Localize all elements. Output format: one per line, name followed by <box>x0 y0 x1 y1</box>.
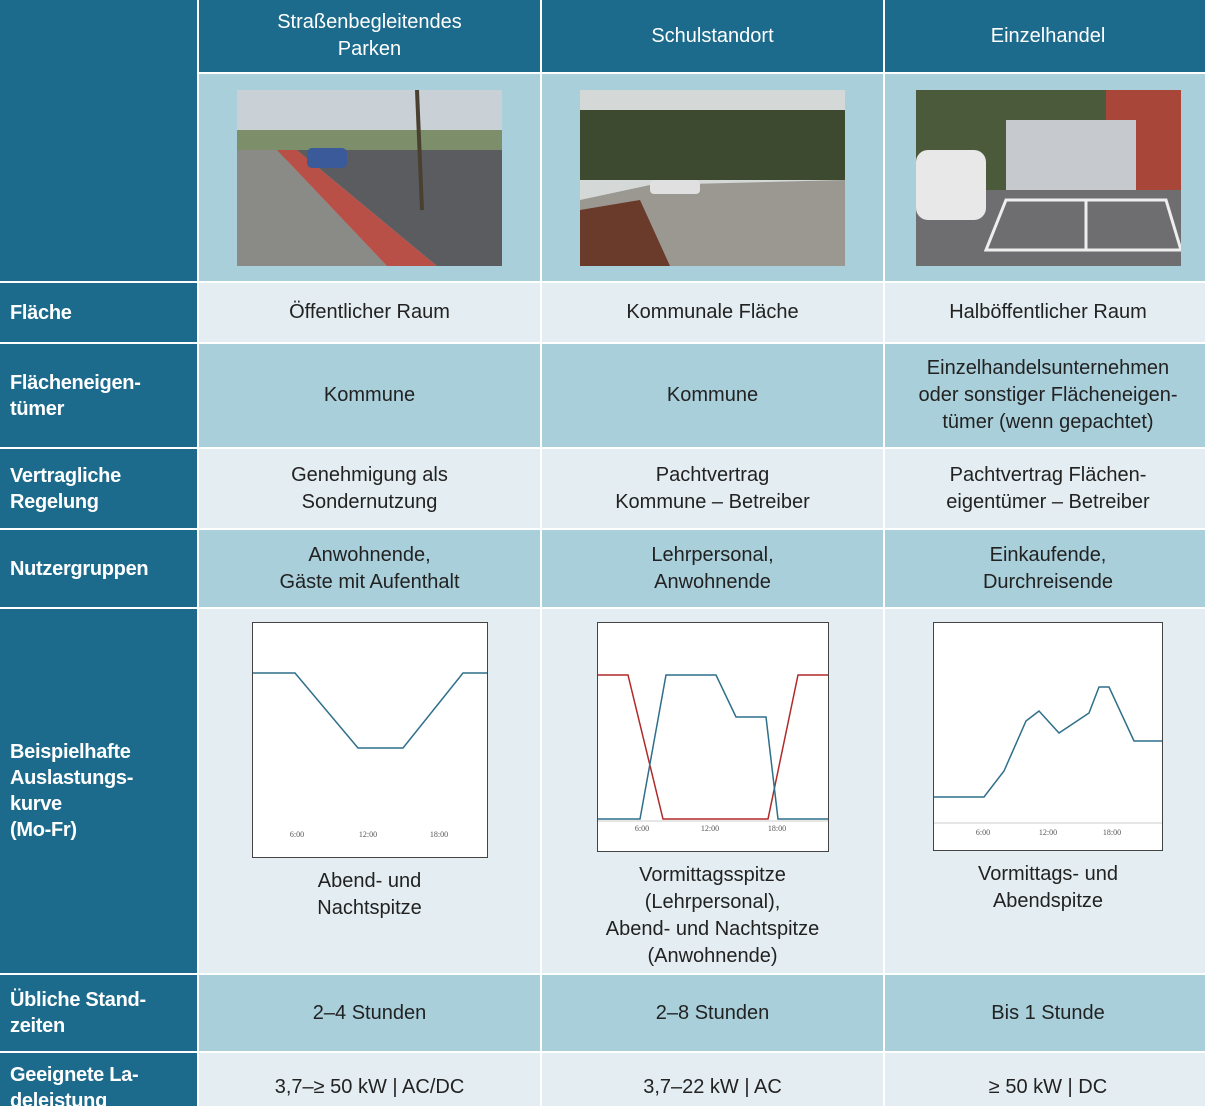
row-label: Geeignete La- deleistung <box>0 1053 197 1106</box>
x-tick-label: 18:00 <box>429 830 447 839</box>
cell: Pachtvertrag Flächen- eigentümer – Betre… <box>885 449 1205 528</box>
caption: Vormittagsspitze (Lehrpersonal), Abend- … <box>605 864 820 967</box>
x-tick-label: 12:00 <box>1039 828 1057 837</box>
row-label: Beispielhafte Auslastungs- kurve (Mo-Fr) <box>0 609 197 973</box>
cell: Bis 1 Stunde <box>885 975 1205 1051</box>
cell: Öffentlicher Raum <box>199 283 540 342</box>
cell: 6:00 12:00 18:00 Abend- und Nachtspitze <box>199 609 540 973</box>
photo-school <box>580 89 845 266</box>
row-label: Flächeneigen- tümer <box>0 344 197 447</box>
x-tick-label: 12:00 <box>358 830 376 839</box>
photo-retail <box>915 89 1181 266</box>
mini-chart: 6:00 12:00 18:00 <box>596 622 829 852</box>
cell: Einkaufende, Durchreisende <box>885 530 1205 607</box>
photo-cell <box>199 74 540 281</box>
cell: Halböffentlicher Raum <box>885 283 1205 342</box>
photo-street <box>237 89 502 266</box>
caption: Abend- und Nachtspitze <box>317 870 422 919</box>
cell: 6:00 12:00 18:00 Vormittags- und Abendsp… <box>885 609 1205 973</box>
column-header: Schulstandort <box>542 0 883 72</box>
photo-cell <box>542 74 883 281</box>
column-header: Straßenbegleitendes Parken <box>199 0 540 72</box>
cell: 2–4 Stunden <box>199 975 540 1051</box>
x-tick-label: 12:00 <box>700 824 718 833</box>
cell: 3,7–22 kW | AC <box>542 1053 883 1106</box>
cell: ≥ 50 kW | DC <box>885 1053 1205 1106</box>
cell: Pachtvertrag Kommune – Betreiber <box>542 449 883 528</box>
cell: Kommunale Fläche <box>542 283 883 342</box>
row-label: Vertragliche Regelung <box>0 449 197 528</box>
row-label: Fläche <box>0 283 197 342</box>
x-tick-label: 6:00 <box>634 824 648 833</box>
row-label: Nutzergruppen <box>0 530 197 607</box>
cell: 6:00 12:00 18:00 Vormittagsspitze (Lehrp… <box>542 609 883 973</box>
x-tick-label: 6:00 <box>289 830 303 839</box>
x-tick-label: 6:00 <box>976 828 990 837</box>
row-label: Übliche Stand- zeiten <box>0 975 197 1051</box>
cell: 2–8 Stunden <box>542 975 883 1051</box>
photo-cell <box>885 74 1205 281</box>
cell: Lehrpersonal, Anwohnende <box>542 530 883 607</box>
x-tick-label: 18:00 <box>1103 828 1121 837</box>
corner <box>0 0 197 281</box>
mini-chart: 6:00 12:00 18:00 <box>251 622 488 858</box>
cell: Genehmigung als Sondernutzung <box>199 449 540 528</box>
caption: Vormittags- und Abendspitze <box>977 863 1119 912</box>
mini-chart: 6:00 12:00 18:00 <box>933 622 1163 851</box>
cell: Kommune <box>199 344 540 447</box>
cell: 3,7–≥ 50 kW | AC/DC <box>199 1053 540 1106</box>
cell: Anwohnende, Gäste mit Aufenthalt <box>199 530 540 607</box>
cell: Einzelhandelsunternehmen oder sonstiger … <box>885 344 1205 447</box>
x-tick-label: 18:00 <box>767 824 785 833</box>
cell: Kommune <box>542 344 883 447</box>
column-header: Einzelhandel <box>885 0 1205 72</box>
